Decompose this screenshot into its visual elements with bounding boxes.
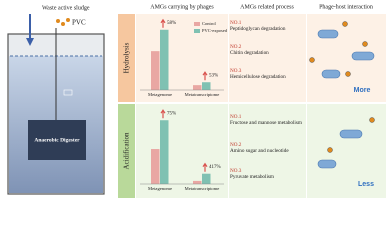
increase-arrow xyxy=(160,109,166,119)
process: NO.1 Peptidoglycan degradation xyxy=(230,20,302,32)
process-number: NO.2 xyxy=(230,44,242,50)
increase-label: 417% xyxy=(209,165,221,170)
bar xyxy=(151,149,160,184)
increase-arrow xyxy=(160,18,166,28)
bar xyxy=(202,82,211,90)
bar xyxy=(193,180,202,184)
increase-arrow xyxy=(202,162,208,172)
stage-band xyxy=(118,14,135,102)
panel xyxy=(307,14,386,102)
input-arrow-head xyxy=(26,38,34,46)
stage-band xyxy=(118,104,135,198)
process-text: Peptidoglycan degradation xyxy=(230,26,286,32)
input-label: Waste active sludge xyxy=(42,5,90,11)
bar xyxy=(160,120,169,184)
digester-label-box xyxy=(28,120,86,160)
process-number: NO.3 xyxy=(230,168,242,174)
process: NO.2 Chitin degradation xyxy=(230,44,302,56)
legend-swatch xyxy=(194,29,200,33)
bar xyxy=(193,85,202,90)
process: NO.3 Pyruvate metabolism xyxy=(230,168,302,180)
category-label: Metatranscriptome xyxy=(185,186,220,191)
process: NO.1 Fructose and mannose metabolism xyxy=(230,114,302,126)
category-label: Metagenome xyxy=(148,186,172,191)
pvc-particle xyxy=(66,18,70,22)
pvc-particle xyxy=(56,19,60,23)
interaction-label: More xyxy=(354,87,371,94)
process-text: Fructose and mannose metabolism xyxy=(230,120,302,126)
increase-label: 75% xyxy=(167,111,176,116)
process-text: Chitin degradation xyxy=(230,50,269,56)
process-number: NO.3 xyxy=(230,68,242,74)
process-number: NO.1 xyxy=(230,20,242,26)
bar xyxy=(160,29,169,90)
bar xyxy=(202,173,211,184)
category-label: Metagenome xyxy=(148,92,172,97)
phage-art xyxy=(309,21,375,153)
interaction-label: Less xyxy=(358,181,374,188)
digester-label: Anaerobic Digester xyxy=(34,137,80,143)
panel xyxy=(307,104,386,198)
diagram: Waste active sludge PVC Anaerobic Digest… xyxy=(7,4,386,198)
panel xyxy=(229,104,306,198)
stage-name: Hydrolysis xyxy=(123,42,131,73)
legend-label: PVC-exposed xyxy=(202,28,228,33)
category-label: Metatranscriptome xyxy=(185,92,220,97)
panel xyxy=(229,14,306,102)
process-text: Amino sugar and nucleotide xyxy=(230,148,289,154)
increase-label: 58% xyxy=(167,21,176,26)
column-header: Phage-host interaction xyxy=(319,4,373,10)
process-number: NO.1 xyxy=(230,114,242,120)
legend-swatch xyxy=(194,22,200,26)
stage-name: Acidification xyxy=(123,132,131,169)
pvc-particle xyxy=(61,22,65,26)
increase-arrow xyxy=(202,71,208,81)
process-number: NO.2 xyxy=(230,142,242,148)
increase-label: 53% xyxy=(209,73,218,78)
additive-label: PVC xyxy=(72,19,86,27)
bar xyxy=(151,51,160,90)
column-header: AMGs related process xyxy=(240,4,294,10)
phage-host-art xyxy=(317,29,375,169)
process: NO.2 Amino sugar and nucleotide xyxy=(230,142,302,154)
column-header: AMGs carrying by phages xyxy=(150,4,214,10)
figure: Waste active sludge PVC Anaerobic Digest… xyxy=(7,4,386,198)
process-text: Pyruvate metabolism xyxy=(230,174,274,180)
particle xyxy=(63,89,73,96)
legend-label: Control xyxy=(202,21,217,26)
process-text: Hemicellulose degradation xyxy=(230,74,286,80)
process: NO.3 Hemicellulose degradation xyxy=(230,68,302,80)
